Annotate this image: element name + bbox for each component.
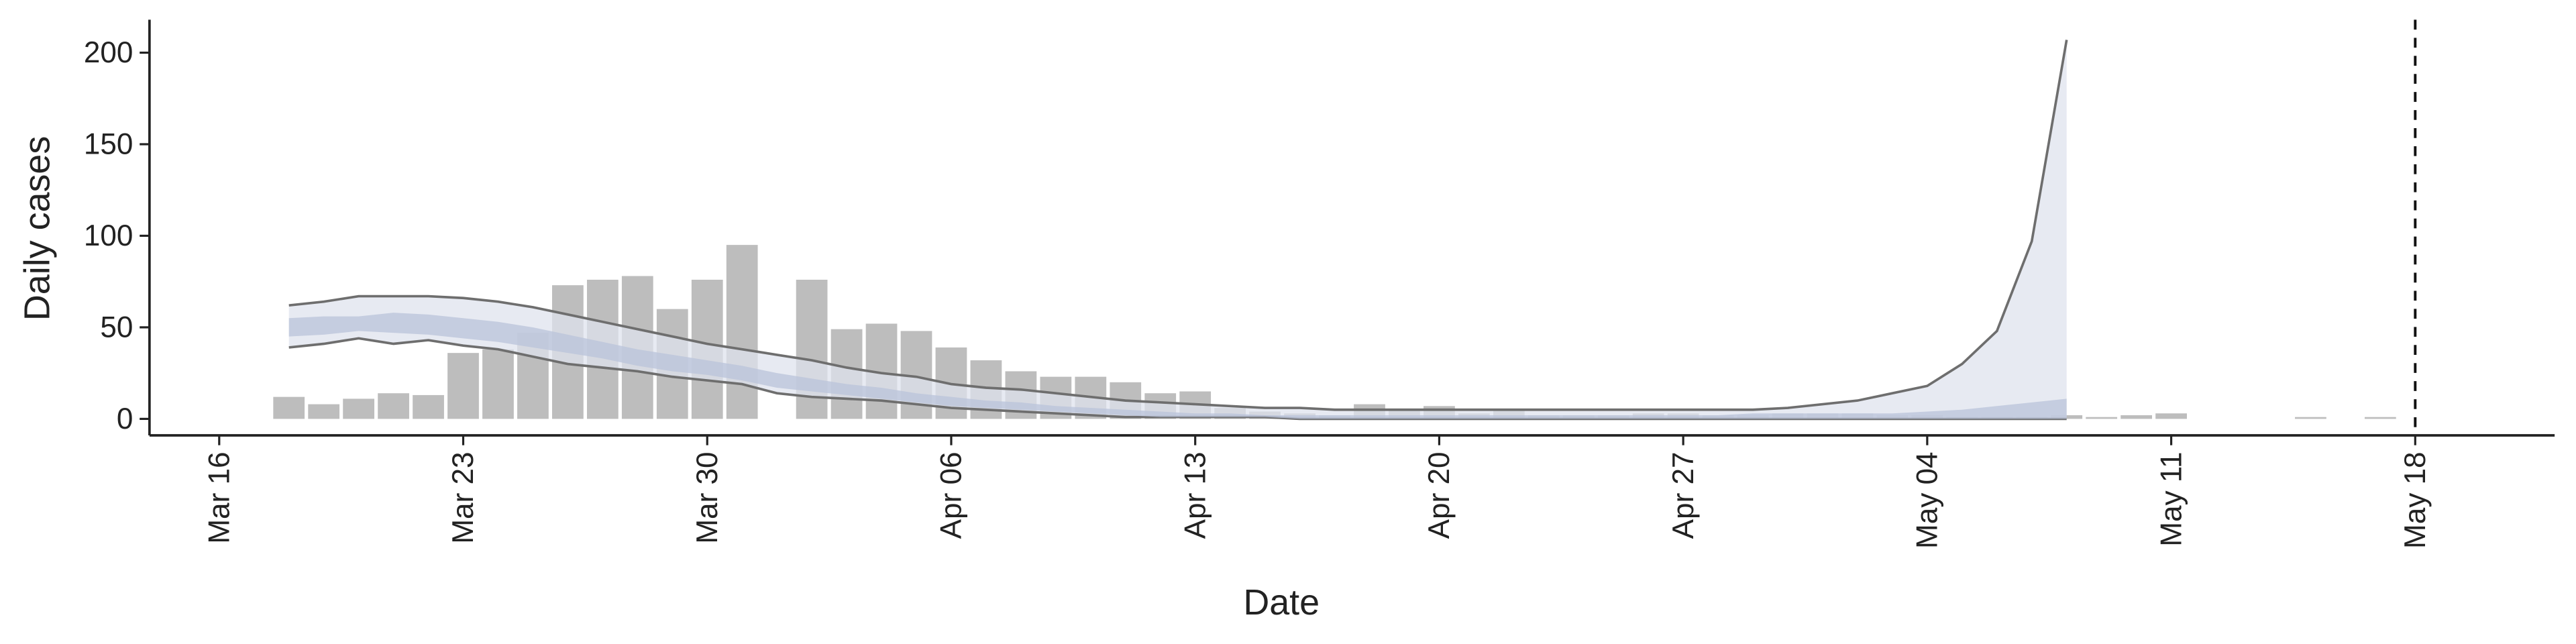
bar <box>343 398 375 419</box>
y-tick-label: 50 <box>100 311 133 344</box>
bar <box>378 393 409 419</box>
x-axis-title: Date <box>1243 582 1320 623</box>
y-axis-title: Daily cases <box>17 136 57 321</box>
x-tick-label: Apr 06 <box>935 451 968 539</box>
band <box>288 313 2067 419</box>
bar <box>308 404 340 419</box>
x-tick-label: Apr 27 <box>1667 451 1700 539</box>
bar <box>447 353 479 419</box>
y-tick-label: 150 <box>84 128 133 161</box>
bar <box>482 349 514 419</box>
bar <box>2364 417 2396 419</box>
x-tick-label: May 11 <box>2155 451 2188 546</box>
bar <box>2155 413 2187 419</box>
bar <box>2121 415 2153 419</box>
bar <box>2295 417 2326 419</box>
x-tick-label: Mar 30 <box>691 451 724 543</box>
bar <box>2086 417 2118 419</box>
bar <box>413 394 444 419</box>
bar <box>273 396 305 419</box>
x-tick-label: Mar 16 <box>203 451 235 543</box>
y-tick-label: 0 <box>117 402 133 435</box>
bar <box>726 245 758 419</box>
y-tick-label: 100 <box>84 219 133 252</box>
x-tick-label: Mar 23 <box>447 451 480 543</box>
x-tick-label: May 04 <box>1911 451 1944 549</box>
band-line <box>288 40 2068 411</box>
x-tick-label: Apr 20 <box>1423 451 1456 539</box>
x-tick-label: May 18 <box>2399 451 2432 549</box>
x-tick-label: Apr 13 <box>1179 451 1212 539</box>
y-tick-label: 200 <box>84 36 133 69</box>
